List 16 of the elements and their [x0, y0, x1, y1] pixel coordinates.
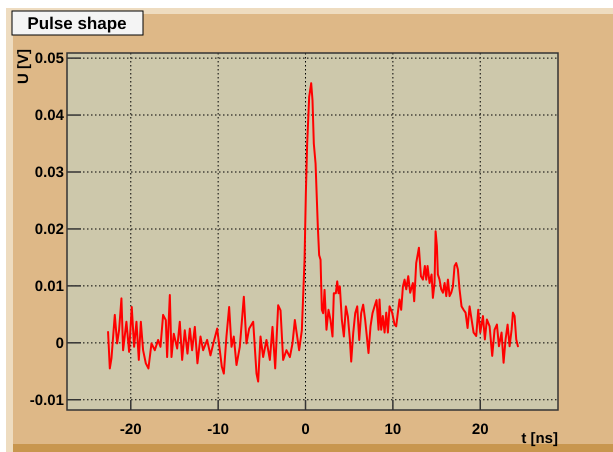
chart-title: Pulse shape	[27, 14, 127, 33]
y-tick-label: -0.01	[30, 392, 64, 409]
y-tick-label: 0	[56, 334, 64, 352]
y-tick-label: 0.02	[34, 220, 64, 238]
y-axis-title: U [V]	[15, 49, 32, 84]
y-tick-label: 0.01	[34, 278, 64, 295]
x-tick-label: 20	[472, 421, 489, 438]
x-axis-title: t [ns]	[521, 430, 558, 447]
y-tick-label: 0.05	[34, 50, 64, 68]
x-tick-label: 0	[301, 421, 310, 438]
y-tick-label: 0.04	[34, 107, 65, 124]
x-tick-label: -10	[207, 421, 229, 438]
x-tick-label: 10	[384, 421, 402, 438]
line-series	[107, 82, 519, 383]
y-tick-label: 0.03	[34, 164, 64, 181]
x-tick-label: -20	[120, 421, 142, 438]
